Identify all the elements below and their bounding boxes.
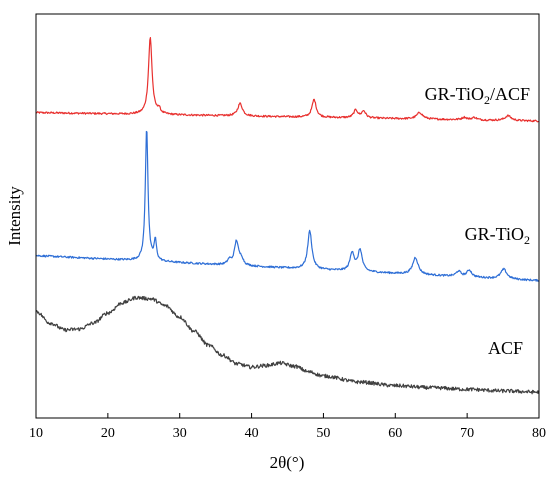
x-tick-label: 80 — [532, 426, 546, 441]
series-label: ACF — [488, 338, 523, 358]
y-axis-title: Intensity — [5, 186, 24, 246]
x-tick-label: 30 — [173, 426, 187, 441]
x-tick-label: 10 — [29, 426, 43, 441]
series-line-0 — [35, 37, 540, 123]
series-label-part: 2 — [484, 93, 490, 107]
x-axis-tick-labels: 10 20 30 40 50 60 70 80 — [29, 426, 546, 441]
x-tick-label: 40 — [245, 426, 259, 441]
x-tick-label: 60 — [388, 426, 402, 441]
x-tick-label: 50 — [316, 426, 330, 441]
series-label-part: /ACF — [490, 84, 530, 104]
plot-lines — [35, 37, 540, 395]
series-label-part: 2 — [524, 233, 530, 247]
series-label-part: GR-TiO — [465, 224, 524, 244]
series-label-part: ACF — [488, 338, 523, 358]
series-label: GR-TiO2 — [465, 224, 530, 247]
x-tick-label: 20 — [101, 426, 115, 441]
series-label-part: GR-TiO — [425, 84, 484, 104]
x-tick-label: 70 — [460, 426, 474, 441]
series-line-1 — [35, 130, 540, 282]
series-label: GR-TiO2/ACF — [425, 84, 530, 107]
series-line-2 — [35, 295, 540, 395]
x-axis-title: 2θ(°) — [270, 453, 305, 472]
x-axis-ticks — [35, 413, 540, 418]
plot-frame — [35, 13, 540, 419]
